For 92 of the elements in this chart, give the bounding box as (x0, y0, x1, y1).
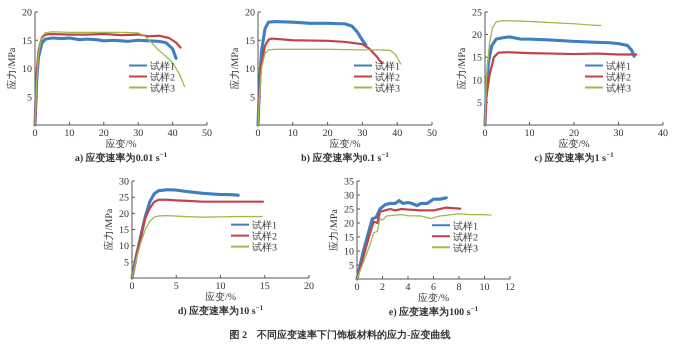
x-tick-label: 0 (256, 128, 260, 139)
x-tick-label: 0 (354, 282, 360, 293)
legend-label: 试样1 (375, 60, 400, 73)
line-series (131, 214, 263, 279)
y-tick-label: 10 (472, 75, 482, 86)
y-axis-title: 应力/MPa (328, 208, 340, 251)
legend-label: 试样1 (150, 60, 175, 73)
x-tick-label: 8 (456, 282, 462, 293)
x-tick-label: 0 (32, 128, 38, 139)
x-tick-label: 30 (133, 128, 144, 139)
x-tick-label: 30 (614, 128, 624, 139)
y-axis-title: 应力/MPa (456, 47, 468, 90)
y-tick-label: 15 (22, 36, 32, 47)
y-tick-label: 20 (245, 8, 255, 18)
x-axis-title: 应变/% (204, 291, 236, 303)
legend-label: 试样2 (606, 72, 631, 84)
y-tick-label: 20 (472, 30, 482, 42)
x-tick-label: 50 (202, 128, 212, 139)
x-tick-label: 40 (392, 128, 402, 139)
line-series (484, 20, 602, 126)
x-tick-label: 10 (524, 128, 534, 139)
y-tick-label: 5 (250, 92, 255, 104)
legend-label: 试样1 (606, 60, 631, 73)
legend-label: 试样1 (252, 220, 277, 232)
y-tick-label: 5 (477, 98, 482, 109)
text: e) 应变速率为100 s$^{−1}$ (388, 305, 479, 318)
y-tick-label: 20 (119, 208, 129, 220)
legend-label: 试样2 (252, 230, 277, 243)
line-series (356, 213, 492, 280)
x-tick-label: 20 (569, 128, 579, 139)
y-tick-label: 15 (119, 225, 129, 236)
legend-label: 试样1 (453, 220, 478, 232)
legend-label: 试样3 (150, 82, 175, 95)
y-tick-label: 20 (344, 218, 354, 230)
line-series (356, 206, 462, 280)
legend-label: 试样3 (606, 82, 631, 95)
legend-label: 试样3 (252, 242, 277, 254)
y-tick-label: 15 (245, 36, 255, 47)
y-tick-label: 10 (245, 64, 255, 75)
y-tick-label: 5 (27, 92, 32, 104)
x-tick-label: 12 (505, 282, 515, 293)
y-tick-label: 10 (119, 241, 129, 252)
legend-label: 试样2 (150, 72, 175, 84)
text: c) 应变速率为1 s$^{−1}$ (534, 151, 614, 164)
x-tick-label: 2 (380, 282, 385, 293)
caption: 图 2 不同应变速率下门饰板材料的应力-应变曲线 (230, 329, 450, 341)
y-tick-label: 10 (344, 246, 354, 258)
y-tick-label: 5 (124, 257, 129, 268)
x-tick-label: 20 (322, 128, 333, 139)
x-tick-label: 15 (260, 281, 270, 292)
text: a) 应变速率为0.01 s$^{−1}$ (74, 151, 168, 164)
x-axis-title: 应变/% (558, 138, 590, 150)
y-axis-title: 应力/MPa (103, 208, 115, 250)
y-tick-label: 30 (119, 176, 129, 188)
text: b) 应变速率为0.1 s$^{−1}$ (301, 151, 390, 164)
y-tick-label: 15 (472, 52, 482, 64)
x-tick-label: 0 (130, 281, 134, 292)
text: d) 应变速率为10 s$^{−1}$ (178, 304, 264, 317)
legend-label: 试样2 (453, 231, 478, 244)
y-tick-label: 30 (344, 190, 354, 202)
y-axis-title: 应力/MPa (229, 47, 241, 90)
x-tick-label: 20 (304, 281, 314, 292)
y-tick-label: 25 (119, 192, 129, 204)
x-tick-label: 50 (427, 128, 437, 139)
x-tick-label: 10 (480, 282, 490, 293)
x-axis-title: 应变/% (329, 138, 361, 150)
x-tick-label: 4 (406, 282, 410, 293)
y-axis-title: 应力/MPa (6, 47, 18, 90)
y-tick-label: 10 (22, 64, 32, 75)
legend-label: 试样3 (453, 242, 478, 254)
y-tick-label: 20 (22, 8, 32, 18)
x-tick-label: 0 (482, 128, 488, 139)
x-tick-label: 10 (288, 128, 298, 139)
y-tick-label: 25 (344, 204, 354, 216)
legend-label: 试样2 (375, 72, 400, 84)
x-tick-label: 40 (168, 128, 178, 139)
x-tick-label: 40 (658, 128, 668, 139)
legend-label: 试样3 (375, 82, 400, 95)
x-axis-title: 应变/% (105, 138, 137, 150)
y-tick-label: 35 (344, 176, 354, 188)
x-axis-title: 应变/% (418, 292, 450, 304)
line-series (257, 48, 402, 126)
y-tick-label: 5 (349, 260, 354, 272)
x-tick-label: 10 (64, 128, 74, 139)
x-tick-label: 5 (174, 281, 179, 292)
x-tick-label: 20 (98, 128, 109, 139)
x-tick-label: 30 (357, 128, 368, 139)
x-tick-label: 10 (216, 281, 226, 292)
line-series (484, 51, 638, 126)
y-tick-label: 15 (344, 232, 354, 244)
y-tick-label: 25 (472, 8, 482, 18)
x-tick-label: 6 (431, 282, 436, 293)
